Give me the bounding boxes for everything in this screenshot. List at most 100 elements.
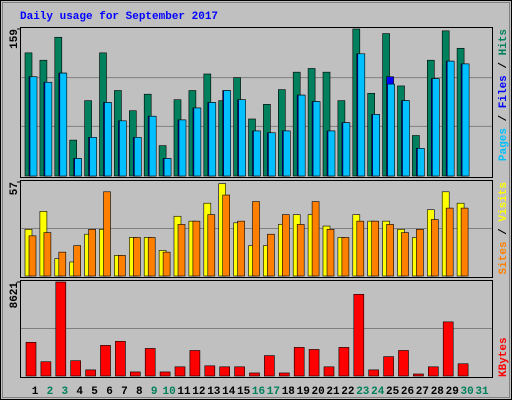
bar bbox=[357, 53, 366, 177]
bar bbox=[341, 237, 350, 277]
bar bbox=[193, 107, 202, 177]
y-tick-label: 8621 bbox=[9, 282, 21, 309]
bar bbox=[417, 148, 425, 177]
bar bbox=[253, 130, 261, 177]
bar bbox=[386, 224, 394, 277]
bar bbox=[100, 345, 111, 377]
bar bbox=[446, 60, 455, 177]
legend-separator: / bbox=[498, 55, 510, 75]
bar bbox=[89, 137, 97, 177]
bar bbox=[457, 363, 469, 377]
bar bbox=[282, 130, 291, 177]
x-tick-label: 8 bbox=[136, 386, 143, 398]
bar bbox=[293, 347, 305, 377]
bar bbox=[174, 366, 186, 377]
legend: Pages / Files / Hits bbox=[498, 29, 510, 161]
bar bbox=[159, 371, 171, 377]
x-tick-label: 9 bbox=[151, 386, 158, 398]
bar bbox=[268, 132, 276, 177]
bar bbox=[312, 101, 321, 177]
legend-entry: KBytes bbox=[498, 337, 510, 377]
bar bbox=[413, 373, 424, 377]
x-tick-label: 5 bbox=[91, 386, 98, 398]
bar bbox=[311, 201, 320, 277]
legend: Sites / Visits bbox=[498, 182, 510, 274]
bar bbox=[342, 122, 351, 177]
bar bbox=[430, 219, 439, 277]
x-tick-label: 22 bbox=[341, 386, 354, 398]
x-tick-label: 25 bbox=[386, 386, 400, 398]
y-tick-label: 57 bbox=[9, 182, 21, 195]
bar bbox=[353, 293, 365, 377]
bar bbox=[219, 366, 230, 377]
bar bbox=[104, 102, 112, 177]
bar bbox=[144, 348, 156, 377]
bar bbox=[322, 71, 331, 177]
x-tick-label: 18 bbox=[282, 386, 296, 398]
bar bbox=[134, 137, 142, 177]
bar bbox=[460, 207, 469, 277]
x-tick-label: 19 bbox=[297, 386, 310, 398]
legend-entry: Sites bbox=[498, 241, 510, 274]
bar bbox=[43, 232, 52, 277]
bar bbox=[178, 119, 187, 177]
bar bbox=[442, 321, 454, 377]
bar bbox=[252, 201, 260, 277]
x-tick-label: 6 bbox=[106, 386, 113, 398]
bar bbox=[416, 229, 424, 277]
bar bbox=[326, 229, 335, 277]
bar bbox=[238, 99, 246, 177]
bar bbox=[372, 114, 381, 177]
legend-entry: Pages bbox=[498, 128, 510, 161]
legend-separator: / bbox=[498, 222, 510, 242]
bar bbox=[74, 158, 82, 177]
bar bbox=[323, 366, 335, 377]
bar bbox=[162, 251, 171, 277]
bar bbox=[58, 251, 67, 277]
bar bbox=[85, 369, 96, 377]
bar bbox=[55, 281, 67, 377]
bar bbox=[40, 361, 52, 377]
x-tick-label: 16 bbox=[252, 386, 265, 398]
bar bbox=[401, 232, 409, 277]
x-tick-label: 28 bbox=[431, 386, 445, 398]
bar bbox=[147, 237, 156, 277]
x-tick-label: 3 bbox=[61, 386, 68, 398]
bar bbox=[222, 194, 230, 277]
bar bbox=[204, 365, 216, 377]
x-tick-label: 30 bbox=[460, 386, 473, 398]
bar bbox=[249, 372, 260, 377]
x-tick-label: 10 bbox=[162, 386, 175, 398]
chart-title: Daily usage for September 2017 bbox=[20, 11, 218, 23]
x-tick-label: 4 bbox=[76, 386, 83, 398]
bar bbox=[461, 63, 470, 177]
bar bbox=[383, 356, 394, 377]
bar bbox=[297, 94, 306, 177]
x-tick-label: 31 bbox=[475, 386, 489, 398]
bar bbox=[73, 245, 81, 277]
x-tick-label: 27 bbox=[416, 386, 429, 398]
bar bbox=[118, 255, 126, 277]
x-tick-label: 21 bbox=[326, 386, 340, 398]
x-tick-label: 26 bbox=[401, 386, 414, 398]
bar bbox=[28, 235, 37, 277]
bar bbox=[281, 214, 290, 277]
x-tick-label: 15 bbox=[237, 386, 251, 398]
x-tick-label: 29 bbox=[446, 386, 459, 398]
x-tick-label: 24 bbox=[371, 386, 385, 398]
bar bbox=[223, 90, 231, 177]
legend-entry: Files bbox=[498, 75, 510, 108]
bar bbox=[29, 76, 38, 177]
bar bbox=[133, 237, 141, 277]
bar bbox=[267, 233, 275, 277]
bar bbox=[69, 139, 77, 177]
bar bbox=[398, 350, 409, 377]
bar bbox=[368, 369, 380, 377]
bar bbox=[163, 158, 172, 177]
bar bbox=[327, 130, 336, 177]
y-tick-label: 159 bbox=[9, 29, 21, 49]
bar bbox=[119, 120, 127, 177]
bar bbox=[237, 220, 245, 277]
legend-entry: Hits bbox=[498, 29, 510, 55]
bar bbox=[264, 355, 275, 377]
